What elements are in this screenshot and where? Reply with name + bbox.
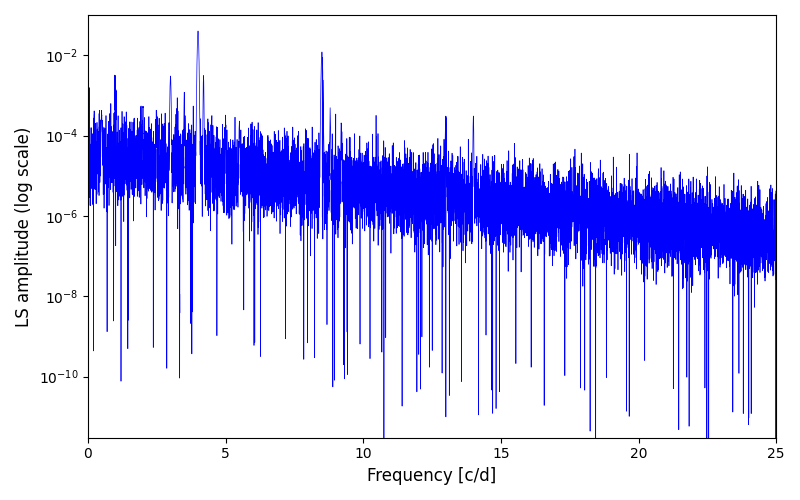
X-axis label: Frequency [c/d]: Frequency [c/d] bbox=[367, 467, 497, 485]
Y-axis label: LS amplitude (log scale): LS amplitude (log scale) bbox=[15, 126, 33, 326]
